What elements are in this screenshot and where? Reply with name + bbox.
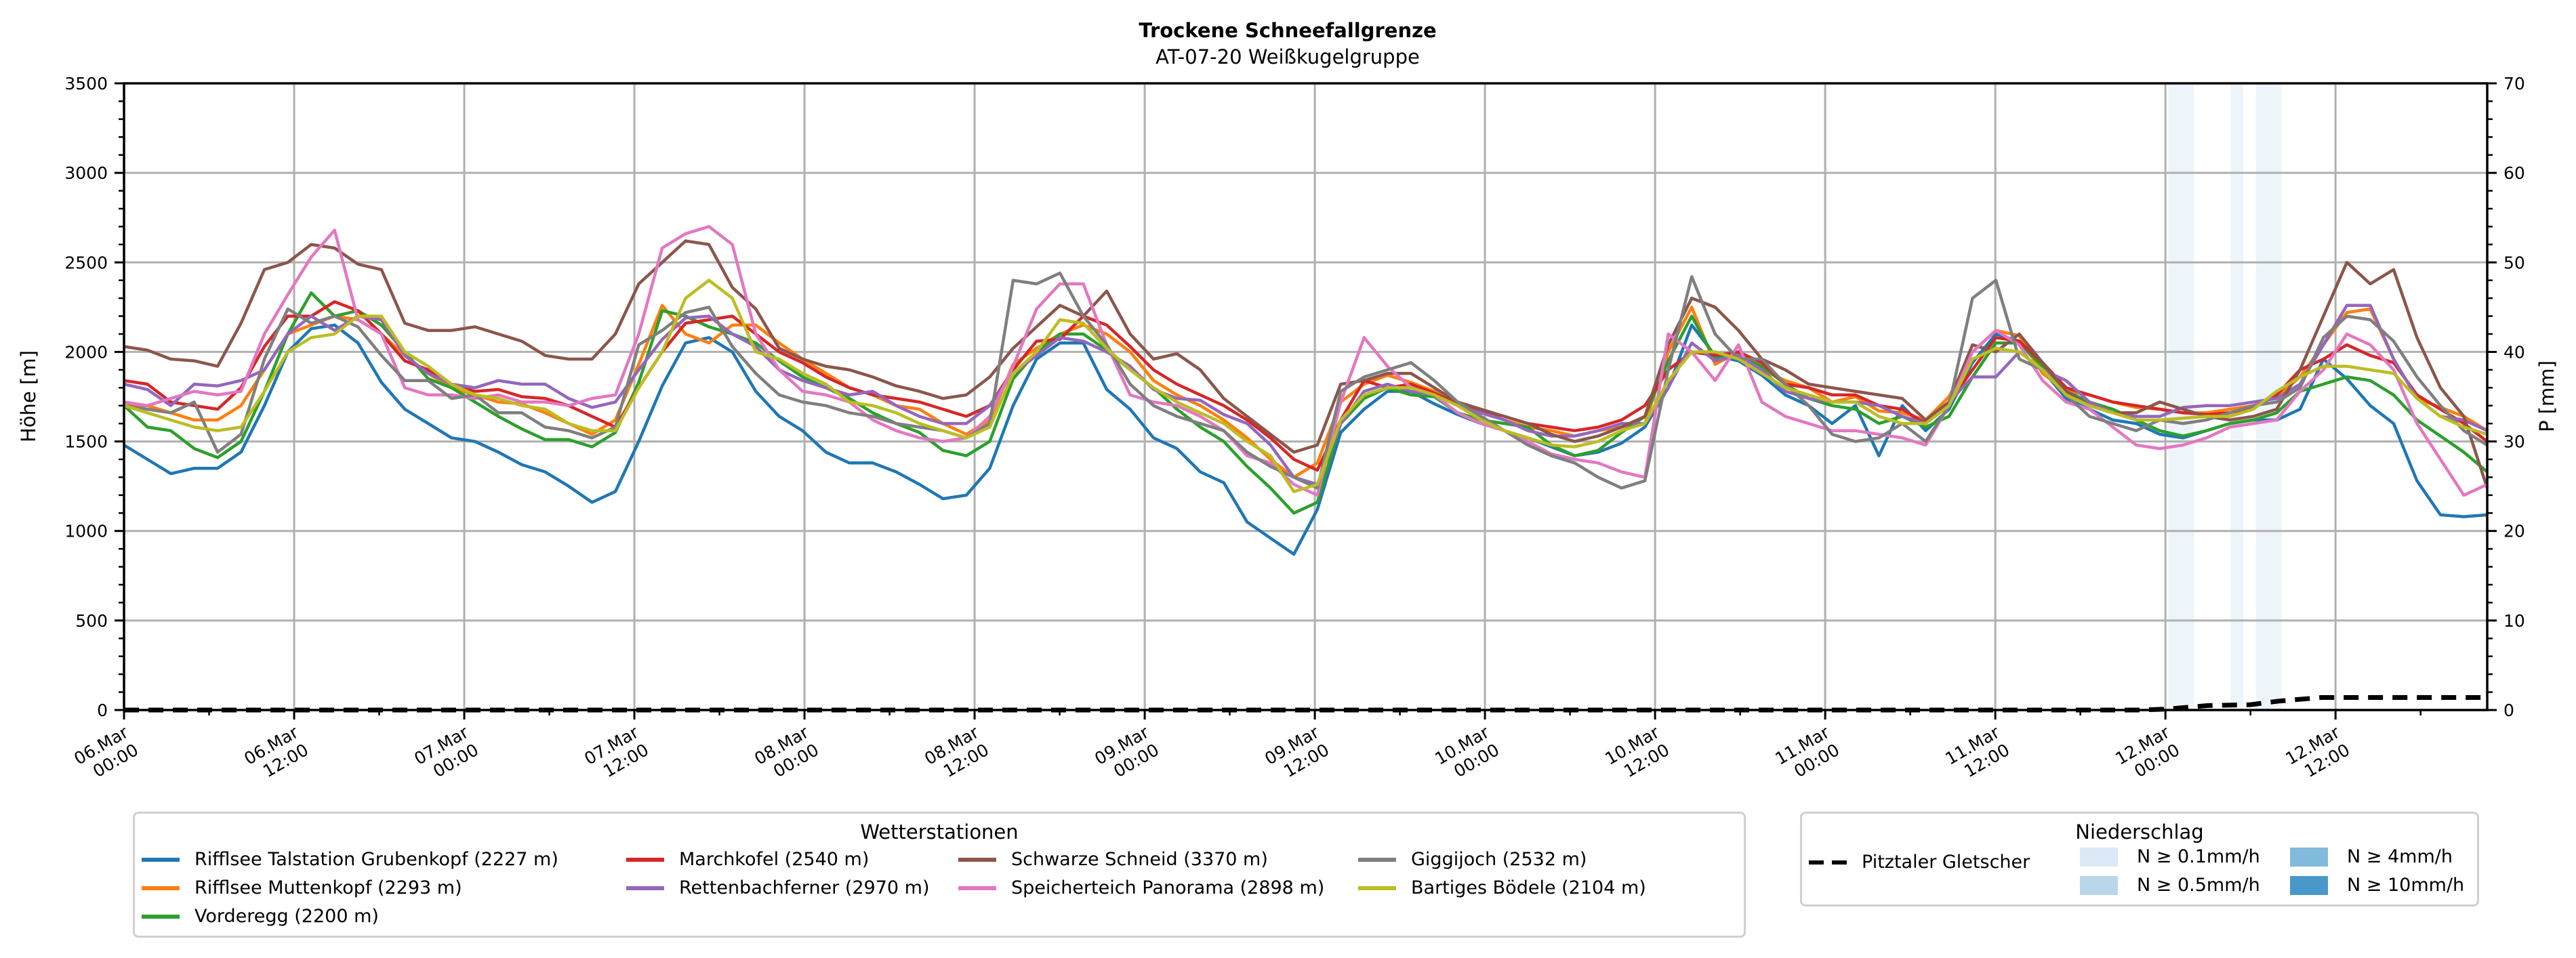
y2-tick-label: 20: [2503, 522, 2525, 541]
line-swatch: [142, 914, 180, 919]
x-tick-label: 09.Mar00:00: [1091, 722, 1162, 787]
dashed-line-swatch: [1809, 860, 1847, 865]
legend-item-station: Rifflsee Talstation Grubenkopf (2227 m): [142, 849, 558, 870]
legend-label: N ≥ 4mm/h: [2347, 846, 2453, 867]
y-tick-label: 2500: [64, 253, 108, 272]
y-tick-label: 1000: [64, 522, 108, 541]
plot-frame: [123, 82, 2489, 711]
y-tick-label: 3500: [64, 74, 108, 93]
y-tick-label: 1500: [64, 432, 108, 452]
legend-label: Pitztaler Gletscher: [1862, 852, 2030, 873]
grid: [124, 83, 2487, 710]
series-line-0: [123, 323, 2488, 556]
y2-tick-label: 0: [2503, 701, 2514, 720]
series-line-7: [123, 271, 2489, 490]
series-lines: [123, 225, 2489, 556]
legend-label: N ≥ 0.5mm/h: [2137, 875, 2260, 896]
legend-item-station: Marchkofel (2540 m): [626, 849, 869, 870]
legend-item-pitztaler: Pitztaler Gletscher: [1809, 852, 2030, 873]
series-line-5: [123, 239, 2489, 488]
x-tick-label: 09.Mar12:00: [1261, 722, 1332, 787]
legend-item-station: Giggijoch (2532 m): [1358, 849, 1587, 870]
x-tick-label: 06.Mar12:00: [241, 722, 312, 787]
series-line-4: [123, 304, 2488, 486]
line-swatch: [1358, 886, 1396, 890]
precip-band: [2230, 83, 2244, 710]
x-tick-label: 11.Mar00:00: [1772, 722, 1843, 787]
line-swatch: [142, 886, 180, 890]
y-tick-label: 0: [97, 701, 108, 720]
y-tick-label: 2000: [64, 342, 108, 362]
legend-item-station: Rifflsee Muttenkopf (2293 m): [142, 877, 462, 898]
legend-item-station: Speicherteich Panorama (2898 m): [958, 877, 1324, 898]
x-tick-label: 07.Mar00:00: [411, 722, 482, 787]
x-tick-label: 10.Mar12:00: [1601, 722, 1673, 787]
chart-title: Trockene Schneefallgrenze: [1139, 19, 1436, 42]
legend-item-station: Vorderegg (2200 m): [142, 906, 379, 927]
line-swatch: [626, 857, 664, 862]
legend-item-n10: N ≥ 10mm/h: [2290, 875, 2464, 896]
line-swatch: [626, 886, 664, 890]
x-tick-label: 06.Mar00:00: [70, 722, 142, 787]
x-tick-label: 10.Mar00:00: [1431, 722, 1502, 787]
legend-label: Schwarze Schneid (3370 m): [1011, 849, 1268, 870]
color-swatch: [2290, 847, 2328, 867]
x-tick-label: 07.Mar12:00: [581, 722, 652, 787]
legend-label: N ≥ 10mm/h: [2347, 875, 2465, 896]
precip-line: [124, 695, 2487, 713]
y-axis-label: Höhe [m]: [17, 350, 40, 442]
x-tick-label: 12.Mar12:00: [2282, 722, 2353, 787]
legend-item-n4: N ≥ 4mm/h: [2290, 846, 2453, 867]
legend-item-station: Bartiges Bödele (2104 m): [1358, 877, 1646, 898]
legend-precip: Niederschlag Pitztaler Gletscher N ≥ 0.1…: [1800, 812, 2479, 907]
series-line-6: [123, 225, 2488, 497]
legend-label: Speicherteich Panorama (2898 m): [1011, 877, 1325, 898]
legend-stations-title: Wetterstationen: [860, 820, 1019, 844]
precip-line-group: [124, 695, 2487, 713]
line-swatch: [958, 857, 996, 862]
x-tick-label: 11.Mar12:00: [1942, 722, 2013, 787]
y2-tick-label: 30: [2503, 432, 2525, 452]
legend-label: N ≥ 0.1mm/h: [2137, 846, 2260, 867]
y2-tick-label: 40: [2503, 342, 2525, 362]
legend-label: Marchkofel (2540 m): [679, 849, 870, 870]
legend-label: Bartiges Bödele (2104 m): [1411, 877, 1646, 898]
legend-label: Vorderegg (2200 m): [195, 906, 379, 927]
legend-label: Rifflsee Talstation Grubenkopf (2227 m): [195, 849, 558, 870]
line-swatch: [958, 886, 996, 890]
y2-tick-label: 70: [2503, 74, 2525, 93]
color-swatch: [2080, 847, 2118, 867]
legend-item-n01: N ≥ 0.1mm/h: [2080, 846, 2260, 867]
x-tick-label: 12.Mar00:00: [2112, 722, 2183, 787]
line-swatch: [142, 857, 180, 862]
series-line-3: [123, 300, 2489, 472]
legend-item-station: Schwarze Schneid (3370 m): [958, 849, 1268, 870]
legend-label: Rettenbachferner (2970 m): [679, 877, 930, 898]
legend-label: Giggijoch (2532 m): [1411, 849, 1587, 870]
x-tick-label: 08.Mar00:00: [751, 722, 822, 787]
chart-subtitle: AT-07-20 Weißkugelgruppe: [1156, 45, 1420, 68]
line-swatch: [1358, 857, 1396, 862]
color-swatch: [2290, 875, 2328, 895]
legend-item-station: Rettenbachferner (2970 m): [626, 877, 930, 898]
color-swatch: [2080, 875, 2118, 895]
y2-tick-label: 60: [2503, 163, 2525, 183]
precip-bands: [2168, 83, 2282, 710]
legend-item-n05: N ≥ 0.5mm/h: [2080, 875, 2260, 896]
legend-label: Rifflsee Muttenkopf (2293 m): [195, 877, 462, 898]
legend-stations: Wetterstationen Rifflsee Talstation Grub…: [133, 812, 1746, 938]
series-line-8: [123, 278, 2488, 493]
y-tick-label: 3000: [64, 163, 108, 183]
x-tick-label: 08.Mar12:00: [921, 722, 992, 787]
y-tick-label: 500: [75, 611, 108, 631]
legend-precip-title: Niederschlag: [2075, 820, 2204, 844]
precip-band: [2168, 83, 2194, 710]
y2-tick-label: 10: [2503, 611, 2525, 631]
y2-axis-label: P [mm]: [2535, 360, 2558, 432]
y2-tick-label: 50: [2503, 253, 2525, 272]
